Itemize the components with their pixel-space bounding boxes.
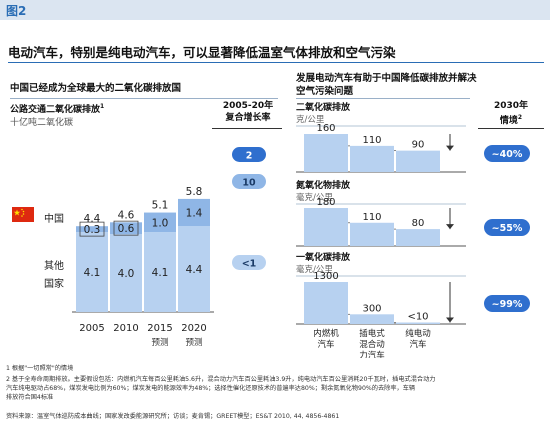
group-title-0: 二氧化碳排放 (296, 101, 351, 113)
bar-value-0-1: 110 (362, 135, 381, 146)
cagr-pill-total (232, 147, 266, 162)
group-unit-0: 克/公里 (296, 115, 325, 125)
footnote-2: 2 基于全寿命周期排放。主要假设包括：内燃机汽车每百公里耗油5.6升，混合动力汽… (6, 376, 436, 401)
bar-value-2-1: 300 (362, 303, 381, 314)
bar-2-2 (396, 322, 440, 324)
reduction-arrow-head-1 (446, 224, 454, 230)
china-flag-icon (12, 207, 34, 222)
bar-total-2005: 4.4 (84, 213, 101, 225)
figure-header-bar (0, 0, 550, 20)
bar-china-2020 (178, 198, 210, 227)
reduction-pill-1 (484, 219, 530, 236)
left-heading-rule (10, 98, 278, 99)
left-chart-title: 公路交通二氧化碳排放1 (10, 103, 105, 115)
category-label-2-1: 汽车 (409, 339, 426, 350)
bar-2-0 (304, 282, 348, 324)
china-value-box-2005 (79, 221, 105, 237)
bar-total-2015: 5.1 (152, 200, 169, 212)
bar-0-1 (350, 145, 394, 172)
x-note-2015: 预测 (151, 337, 168, 348)
group-unit-2: 毫克/公里 (296, 264, 333, 275)
bar-value-0-0: 160 (316, 123, 335, 134)
bar-value-1-2: 80 (412, 218, 425, 229)
group-title-2: 一氧化碳排放 (296, 251, 351, 263)
bar-label-china-2010: 0.6 (118, 223, 135, 235)
bar-1-1 (350, 222, 394, 246)
bar-china-2010 (110, 222, 142, 234)
reduction-value-0: ~40% (492, 149, 523, 160)
category-label-1-0: 插电式 (359, 328, 385, 339)
bar-value-2-2: <10 (407, 312, 428, 323)
figure-label: 图2 (6, 4, 27, 18)
bar-value-1-1: 110 (362, 212, 381, 223)
bar-label-other-2010: 4.0 (118, 268, 135, 280)
left-stacked-bar-chart: 4.10.34.420054.00.64.620104.11.05.12015预… (72, 147, 266, 348)
bar-value-0-2: 90 (412, 140, 425, 151)
bar-2-1 (350, 314, 394, 324)
bar-label-china-2005: 0.3 (84, 224, 101, 236)
bar-label-other-2015: 4.1 (152, 267, 169, 279)
footnote-1: 1 根据"一切照常"的情境 (6, 365, 74, 372)
bar-other-2020 (178, 226, 210, 312)
x-tick-2010: 2010 (113, 323, 138, 334)
bar-other-2005 (76, 232, 108, 312)
cagr-header-rule (212, 128, 282, 129)
bar-other-2015 (144, 232, 176, 312)
bar-1-2 (396, 229, 440, 246)
reduction-arrow-head-2 (446, 317, 454, 323)
left-chart-unit: 十亿吨二氧化碳 (10, 118, 74, 128)
x-note-2020: 预测 (185, 337, 202, 348)
group-unit-1: 毫克/公里 (296, 192, 333, 203)
bar-label-china-2020: 1.4 (186, 208, 203, 220)
bar-label-china-2015: 1.0 (152, 217, 169, 229)
reduction-pill-0 (484, 145, 530, 162)
x-tick-2015: 2015 (147, 323, 172, 334)
cagr-value-其他国家: <1 (242, 259, 257, 270)
group-title-1: 氮氧化物排放 (296, 179, 351, 191)
other-countries-label: 其他 国家 (44, 261, 64, 290)
reduction-value-2: ~99% (492, 299, 523, 310)
main-title: 电动汽车，特别是纯电动汽车，可以显著降低温室气体排放和空气污染 (8, 45, 396, 60)
bar-1-0 (304, 208, 348, 246)
bar-other-2010 (110, 234, 142, 312)
bar-value-2-0: 1300 (313, 271, 338, 282)
reduction-pill-2 (484, 295, 530, 312)
bar-0-2 (396, 150, 440, 172)
china-label: 中国 (44, 214, 64, 225)
bar-total-2010: 4.6 (118, 209, 135, 221)
cagr-pill-中国 (232, 174, 266, 189)
scenario-header: 2030年 情境2 (493, 101, 529, 126)
category-label-1-2: 力汽车 (359, 350, 385, 358)
bar-0-0 (304, 134, 348, 172)
cagr-value-中国: 10 (242, 178, 256, 189)
cagr-value-total: 2 (246, 151, 253, 162)
category-label-0-0: 内燃机 (313, 328, 339, 339)
bar-total-2020: 5.8 (186, 186, 203, 198)
right-heading: 发展电动汽车有助于中国降低碳排放并解决 空气污染问题 (296, 73, 477, 97)
title-rule (8, 62, 544, 63)
bar-value-1-0: 180 (316, 197, 335, 208)
category-label-0-1: 汽车 (317, 339, 334, 350)
china-value-box-2010 (113, 220, 139, 236)
left-heading: 中国已经成为全球最大的二氧化碳排放国 (10, 83, 182, 94)
bar-china-2005 (76, 226, 108, 233)
x-tick-2020: 2020 (181, 323, 206, 334)
category-label-1-1: 混合动 (359, 339, 385, 350)
x-tick-2005: 2005 (79, 323, 104, 334)
bar-china-2015 (144, 212, 176, 233)
bar-label-other-2005: 4.1 (84, 267, 101, 279)
reduction-arrow-head-0 (446, 145, 454, 151)
category-label-2-0: 纯电动 (405, 328, 431, 339)
cagr-header: 2005-20年 复合增长率 (222, 101, 274, 123)
reduction-value-1: ~55% (492, 223, 523, 234)
scenario-header-rule (478, 128, 544, 129)
cagr-pill-其他国家 (232, 255, 266, 270)
bar-label-other-2020: 4.4 (186, 264, 203, 276)
source-note: 资料来源：温室气体巡防成本曲线；国家发改委能源研究所；访谈；麦肯锡；GREET模… (6, 413, 340, 420)
right-heading-rule (296, 98, 470, 99)
